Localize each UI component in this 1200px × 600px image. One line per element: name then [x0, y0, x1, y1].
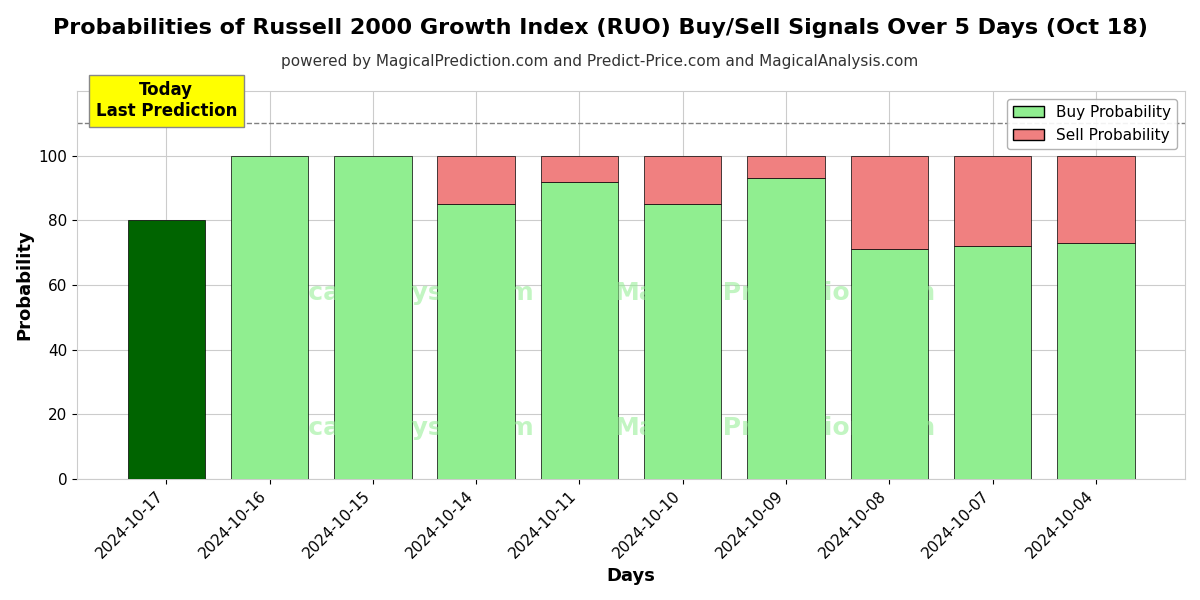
Bar	[1057, 156, 1135, 243]
Bar	[644, 156, 721, 204]
Bar	[954, 156, 1031, 246]
Bar	[748, 156, 824, 178]
Text: MagicalPrediction.com: MagicalPrediction.com	[614, 281, 936, 305]
Text: powered by MagicalPrediction.com and Predict-Price.com and MagicalAnalysis.com: powered by MagicalPrediction.com and Pre…	[281, 54, 919, 69]
Bar	[851, 250, 928, 479]
Text: MagicalAnalysis.com: MagicalAnalysis.com	[240, 416, 534, 440]
Bar	[127, 220, 205, 479]
X-axis label: Days: Days	[607, 567, 655, 585]
Bar	[437, 204, 515, 479]
Bar	[334, 156, 412, 479]
Bar	[748, 178, 824, 479]
Bar	[541, 182, 618, 479]
Text: MagicalAnalysis.com: MagicalAnalysis.com	[240, 281, 534, 305]
Y-axis label: Probability: Probability	[14, 230, 32, 340]
Text: MagicalPrediction.com: MagicalPrediction.com	[614, 416, 936, 440]
Legend: Buy Probability, Sell Probability: Buy Probability, Sell Probability	[1007, 99, 1177, 149]
Bar	[954, 246, 1031, 479]
Bar	[644, 204, 721, 479]
Text: Today
Last Prediction: Today Last Prediction	[96, 82, 236, 120]
Bar	[437, 156, 515, 204]
Bar	[851, 156, 928, 250]
Bar	[1057, 243, 1135, 479]
Text: Probabilities of Russell 2000 Growth Index (RUO) Buy/Sell Signals Over 5 Days (O: Probabilities of Russell 2000 Growth Ind…	[53, 18, 1147, 38]
Bar	[230, 156, 308, 479]
Bar	[541, 156, 618, 182]
